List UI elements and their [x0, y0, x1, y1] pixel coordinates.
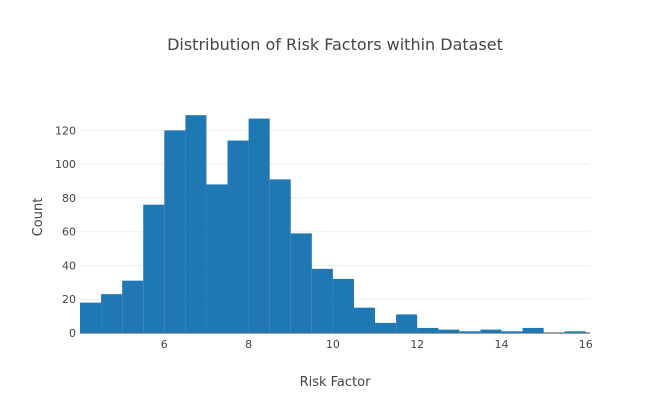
y-axis-ticks: 0 20 40 60 80 100 120 — [55, 124, 76, 340]
histogram-bar — [269, 179, 291, 333]
y-tick-label: 80 — [62, 192, 76, 205]
histogram-bar — [311, 268, 333, 333]
y-tick-label: 60 — [62, 226, 76, 239]
x-axis-title: Risk Factor — [300, 375, 372, 390]
y-tick-label: 100 — [55, 158, 76, 171]
y-tick-label: 120 — [55, 124, 76, 137]
histogram-bar — [522, 327, 544, 333]
histogram-bar — [417, 327, 439, 333]
histogram-bar — [227, 140, 249, 333]
histogram-bar — [101, 294, 123, 333]
histogram-bar — [122, 280, 144, 333]
x-tick-label: 8 — [245, 338, 252, 351]
histogram-bars — [80, 115, 586, 334]
histogram-bar — [501, 331, 523, 333]
histogram-bar — [480, 329, 502, 333]
histogram-bar — [375, 322, 397, 333]
x-tick-label: 12 — [410, 338, 424, 351]
histogram-bar — [353, 307, 376, 333]
y-tick-label: 0 — [69, 327, 76, 340]
histogram-bar — [290, 233, 312, 333]
x-tick-label: 16 — [579, 338, 593, 351]
x-tick-label: 6 — [161, 338, 168, 351]
y-tick-label: 20 — [62, 293, 76, 306]
histogram-bar — [164, 130, 186, 333]
histogram-bar — [185, 115, 207, 334]
histogram-bar — [396, 314, 418, 333]
y-tick-label: 40 — [62, 259, 76, 272]
y-axis-title: Count — [31, 198, 46, 237]
histogram-bar — [143, 204, 165, 333]
histogram-bar — [564, 331, 586, 333]
histogram-bar — [206, 184, 228, 333]
histogram-bar — [248, 118, 270, 333]
histogram-bar — [80, 302, 102, 333]
x-tick-label: 10 — [326, 338, 340, 351]
histogram-bar — [438, 329, 460, 333]
histogram-bar — [459, 331, 481, 333]
x-tick-label: 14 — [494, 338, 508, 351]
histogram-bar — [332, 278, 354, 333]
x-axis-ticks: 6 8 10 12 14 16 — [161, 338, 593, 351]
chart-title: Distribution of Risk Factors within Data… — [167, 35, 503, 54]
